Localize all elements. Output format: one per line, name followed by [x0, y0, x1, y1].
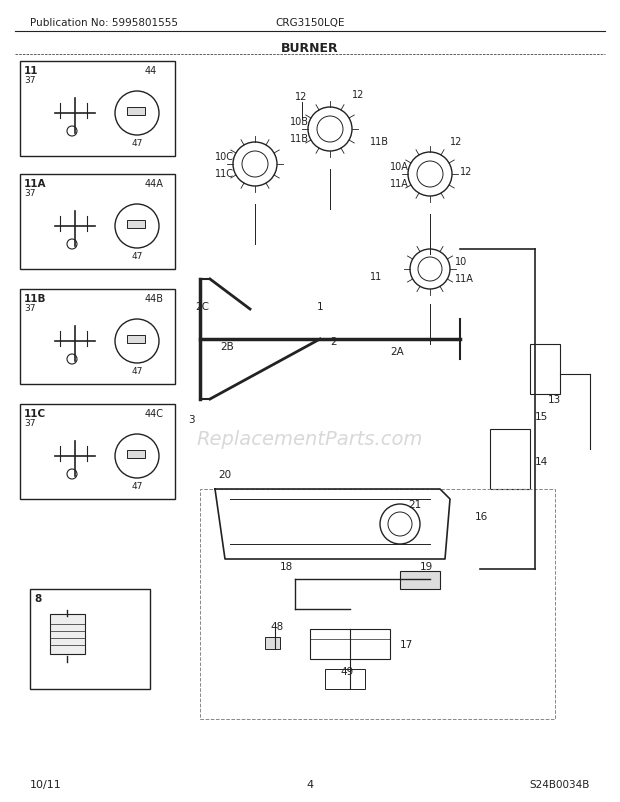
Text: 44C: 44C — [145, 408, 164, 419]
Text: 11B: 11B — [24, 294, 46, 304]
Text: 20: 20 — [218, 469, 231, 480]
Text: 10A: 10A — [390, 162, 409, 172]
Text: 12: 12 — [352, 90, 365, 100]
Text: BURNER: BURNER — [281, 42, 339, 55]
Text: 44A: 44A — [145, 179, 164, 188]
Text: 37: 37 — [24, 304, 35, 313]
FancyBboxPatch shape — [400, 571, 440, 589]
Text: 11C: 11C — [215, 168, 234, 179]
FancyBboxPatch shape — [310, 630, 390, 659]
Text: 2A: 2A — [390, 346, 404, 357]
FancyBboxPatch shape — [20, 404, 175, 500]
Text: 37: 37 — [24, 76, 35, 85]
Text: 11B: 11B — [290, 134, 309, 144]
FancyBboxPatch shape — [530, 345, 560, 395]
FancyBboxPatch shape — [127, 335, 145, 343]
Text: 11A: 11A — [24, 179, 46, 188]
Text: 3: 3 — [188, 415, 195, 424]
Text: 47: 47 — [131, 481, 143, 490]
Text: 10B: 10B — [290, 117, 309, 127]
Text: CRG3150LQE: CRG3150LQE — [275, 18, 345, 28]
Text: 13: 13 — [548, 395, 561, 404]
FancyBboxPatch shape — [20, 175, 175, 269]
Text: 2B: 2B — [220, 342, 234, 351]
Text: 11B: 11B — [370, 137, 389, 147]
Text: S24B0034B: S24B0034B — [529, 779, 590, 789]
Text: 15: 15 — [535, 411, 548, 422]
Text: 11A: 11A — [390, 179, 409, 188]
Text: 16: 16 — [475, 512, 488, 521]
Text: 49: 49 — [340, 666, 353, 676]
FancyBboxPatch shape — [325, 669, 365, 689]
Text: 19: 19 — [420, 561, 433, 571]
Text: 44: 44 — [145, 66, 157, 76]
FancyBboxPatch shape — [127, 221, 145, 229]
Text: 10: 10 — [455, 257, 467, 267]
FancyBboxPatch shape — [50, 614, 85, 654]
Text: 47: 47 — [131, 367, 143, 375]
FancyBboxPatch shape — [20, 290, 175, 384]
Text: 37: 37 — [24, 188, 35, 198]
Text: 11A: 11A — [455, 273, 474, 284]
Text: 2C: 2C — [195, 302, 209, 312]
Text: 11: 11 — [370, 272, 383, 282]
Text: 1: 1 — [317, 302, 323, 312]
Text: 12: 12 — [460, 167, 472, 176]
Text: 11C: 11C — [24, 408, 46, 419]
FancyBboxPatch shape — [20, 62, 175, 157]
FancyBboxPatch shape — [265, 638, 280, 649]
Text: 14: 14 — [535, 456, 548, 467]
Text: 12: 12 — [450, 137, 463, 147]
Text: 11: 11 — [24, 66, 38, 76]
FancyBboxPatch shape — [127, 451, 145, 459]
Text: 10/11: 10/11 — [30, 779, 62, 789]
Text: 47: 47 — [131, 139, 143, 148]
Text: 4: 4 — [306, 779, 314, 789]
Text: 18: 18 — [280, 561, 293, 571]
FancyBboxPatch shape — [30, 589, 150, 689]
FancyBboxPatch shape — [490, 429, 530, 489]
Text: 21: 21 — [408, 500, 421, 509]
Text: 44B: 44B — [145, 294, 164, 304]
Text: 8: 8 — [34, 593, 42, 603]
FancyBboxPatch shape — [127, 107, 145, 115]
Text: ReplacementParts.com: ReplacementParts.com — [197, 430, 423, 449]
Text: 12: 12 — [295, 92, 308, 102]
Text: 10C: 10C — [215, 152, 234, 162]
Text: 48: 48 — [270, 622, 283, 631]
Text: Publication No: 5995801555: Publication No: 5995801555 — [30, 18, 178, 28]
Text: 17: 17 — [400, 639, 414, 649]
Text: 47: 47 — [131, 252, 143, 261]
Text: 37: 37 — [24, 419, 35, 427]
Text: 2: 2 — [330, 337, 337, 346]
